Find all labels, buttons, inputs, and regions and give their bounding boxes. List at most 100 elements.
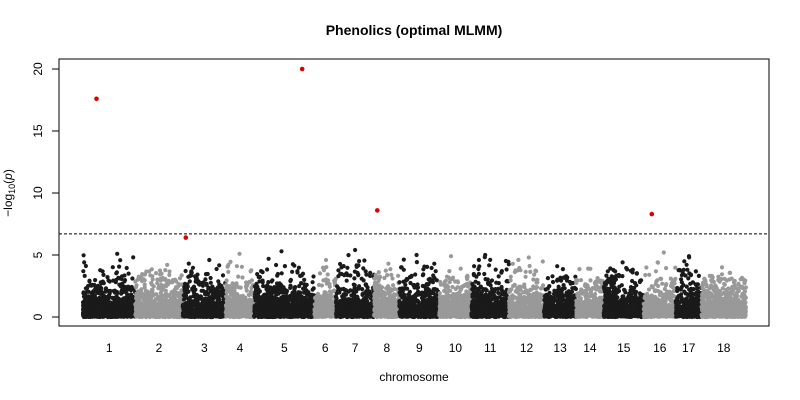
snp-point — [104, 312, 109, 317]
snp-point — [413, 272, 418, 277]
snp-point — [154, 271, 159, 276]
snp-point — [167, 269, 172, 274]
snp-point — [182, 281, 188, 286]
snp-point — [105, 275, 110, 280]
snp-point — [340, 294, 345, 299]
snp-point — [122, 297, 127, 302]
snp-point — [179, 273, 184, 278]
snp-point — [271, 311, 276, 316]
snp-point — [274, 262, 279, 268]
snp-point — [141, 302, 146, 307]
snp-point — [321, 296, 326, 301]
snp-point — [261, 302, 266, 307]
snp-point — [180, 302, 186, 307]
snp-point — [90, 282, 95, 287]
snp-point — [91, 289, 96, 294]
snp-point — [364, 272, 369, 277]
snp-point — [199, 303, 204, 308]
snp-point — [382, 290, 387, 296]
snp-point — [92, 295, 97, 300]
snp-point — [359, 276, 364, 281]
snp-point — [163, 291, 169, 296]
snp-point — [183, 292, 188, 298]
snp-point — [391, 283, 396, 288]
chromosome-8-points — [372, 261, 402, 320]
snp-point — [359, 310, 364, 315]
snp-point — [224, 285, 229, 290]
snp-point — [81, 301, 86, 306]
snp-point — [276, 314, 281, 319]
snp-point — [224, 278, 229, 283]
snp-point — [241, 297, 246, 302]
snp-point — [320, 265, 326, 270]
snp-point — [174, 286, 179, 291]
snp-point — [345, 273, 350, 278]
snp-point — [363, 295, 368, 300]
snp-point — [433, 269, 438, 274]
snp-point — [163, 288, 168, 293]
snp-point — [275, 286, 280, 291]
snp-point — [304, 290, 309, 295]
snp-point — [429, 265, 434, 271]
snp-point — [311, 274, 316, 279]
snp-point — [265, 267, 270, 272]
snp-point — [128, 295, 133, 300]
snp-point — [279, 283, 284, 288]
snp-point — [177, 308, 182, 313]
snp-point — [389, 287, 394, 292]
snp-point — [146, 313, 151, 318]
snp-point — [191, 290, 196, 295]
snp-point — [297, 284, 302, 289]
snp-point — [211, 287, 216, 292]
snp-point — [84, 303, 90, 308]
snp-point — [317, 271, 323, 276]
snp-point — [350, 301, 355, 306]
snp-point — [82, 260, 87, 265]
chromosome-6-points — [312, 257, 339, 319]
chromosome-1-points — [80, 251, 138, 320]
snp-point — [235, 302, 240, 307]
snp-point — [155, 281, 160, 286]
snp-point — [303, 295, 308, 300]
snp-point — [292, 297, 297, 302]
snp-point — [315, 305, 320, 310]
snp-point — [343, 292, 349, 297]
snp-point — [352, 276, 357, 281]
snp-point — [189, 270, 194, 275]
snp-point — [407, 289, 412, 294]
snp-point — [182, 288, 187, 293]
snp-point — [181, 297, 187, 302]
snp-point — [420, 273, 425, 278]
snp-point — [334, 296, 339, 301]
snp-point — [178, 299, 183, 304]
snp-point — [190, 265, 196, 270]
snp-point — [200, 283, 205, 288]
snp-point — [83, 311, 89, 316]
snp-point — [297, 297, 302, 302]
snp-point — [266, 256, 271, 261]
snp-point — [93, 300, 98, 305]
snp-point — [151, 293, 156, 298]
snp-point — [87, 309, 92, 314]
snp-point — [342, 304, 348, 309]
snp-point — [274, 281, 280, 286]
snp-point — [119, 274, 125, 279]
snp-point — [81, 307, 86, 312]
snp-point — [254, 281, 259, 286]
snp-point — [298, 273, 303, 278]
snp-point — [302, 282, 307, 287]
snp-point — [114, 271, 119, 276]
snp-point — [336, 268, 341, 273]
snp-point — [99, 299, 104, 304]
snp-point — [266, 286, 271, 292]
snp-point — [159, 288, 164, 293]
snp-point — [212, 303, 217, 308]
snp-point — [173, 290, 178, 295]
snp-point — [218, 313, 223, 318]
snp-point — [100, 308, 105, 313]
snp-point — [203, 309, 208, 314]
snp-point — [341, 264, 346, 269]
snp-point — [383, 268, 388, 273]
snp-point — [121, 289, 126, 294]
